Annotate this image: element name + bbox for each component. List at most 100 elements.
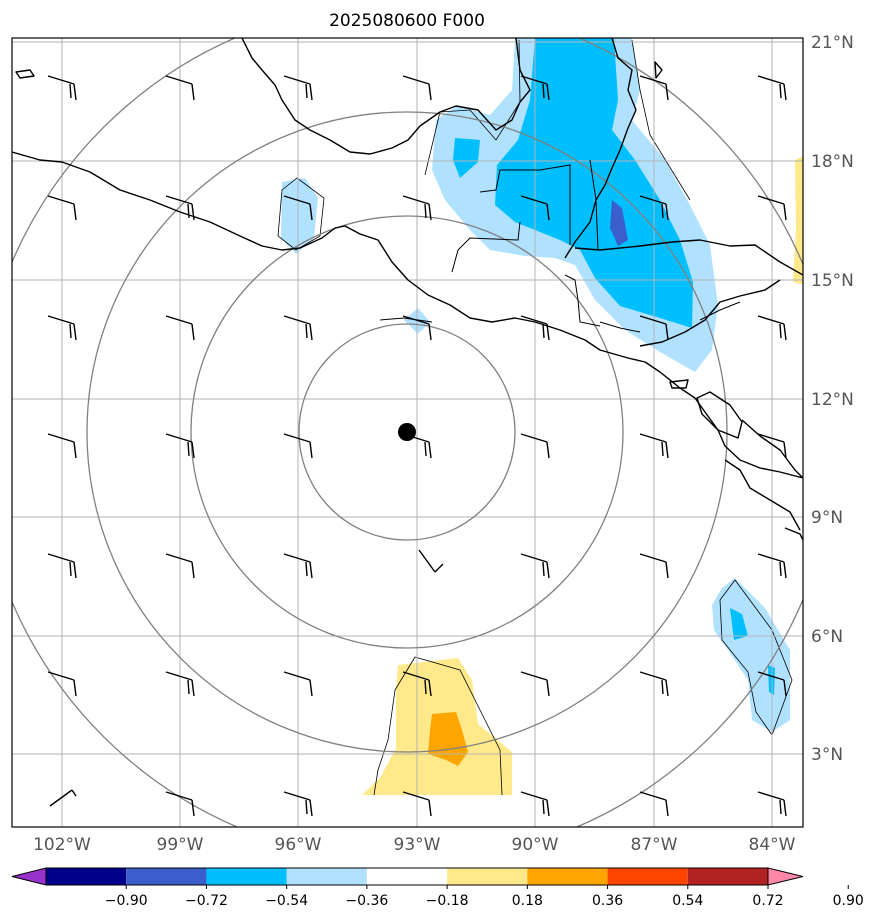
colorbar-swatch (46, 868, 127, 885)
wind-barb (402, 671, 432, 697)
anomaly-patch-gulf-mid (495, 38, 693, 328)
wind-barb (402, 75, 432, 101)
nicaragua-lake-line (696, 391, 743, 439)
wind-barb (757, 75, 787, 101)
colorbar-swatch (286, 868, 367, 885)
colorbar-swatch (607, 868, 688, 885)
wind-barb (757, 195, 787, 221)
wind-barb (47, 75, 77, 101)
wind-barb (757, 315, 787, 341)
wind-barb (47, 671, 77, 697)
lat-label-21n: 21°N (811, 33, 854, 53)
wind-barb (639, 553, 669, 579)
map-title: 2025080600 F000 (329, 11, 485, 31)
anomaly-patch-gulf-small (453, 138, 480, 178)
lon-label-93w: 93°W (394, 835, 441, 855)
wind-barb (283, 195, 313, 221)
country-borders (344, 159, 741, 333)
colorbar-tick-label: 0.72 (752, 893, 783, 909)
wind-barb (402, 195, 432, 221)
colorbar-extend-low (11, 867, 47, 886)
wind-barb (639, 671, 669, 697)
range-ring-1 (298, 323, 516, 541)
colorbar-swatch (126, 868, 207, 885)
wind-barb (283, 315, 313, 341)
range-ring-2 (190, 215, 624, 649)
coastlines (12, 38, 803, 541)
latitude-labels: 21°N 18°N 15°N 12°N 9°N 6°N 3°N (811, 33, 854, 765)
wind-barb (757, 671, 787, 697)
wind-barb (402, 791, 432, 817)
wind-barb (49, 789, 77, 807)
colorbar-tick-label: −0.54 (265, 893, 308, 909)
wind-barb (47, 315, 77, 341)
lon-label-96w: 96°W (275, 835, 322, 855)
lat-label-6n: 6°N (811, 627, 843, 647)
wind-barb (165, 433, 195, 459)
colorbar-swatch (366, 868, 448, 885)
storm-center-marker (398, 423, 416, 441)
wind-barb (520, 671, 550, 697)
range-rings (12, 38, 803, 827)
lat-label-15n: 15°N (811, 271, 854, 291)
colorbar-swatch (447, 868, 528, 885)
colorbar-tick-label: −0.90 (105, 893, 148, 909)
colorbar-tick-label: −0.36 (345, 893, 388, 909)
anomaly-patch-westmex (281, 178, 318, 254)
lat-label-9n: 9°N (811, 508, 843, 528)
colorbar: −0.90 −0.72 −0.54 −0.36 −0.18 0.18 0.36 0.54 0.7… (11, 867, 864, 909)
anomaly-contour-lines (277, 39, 793, 796)
wind-barb (520, 195, 550, 221)
gulf-coast-line (241, 38, 531, 155)
central-america-coast-line (639, 279, 781, 347)
colorbar-tick-label: 0.90 (833, 893, 864, 909)
yucatan-coast-line (564, 38, 637, 259)
wind-barb (520, 315, 550, 341)
caribbean-coast-line (574, 239, 803, 276)
wind-barbs (47, 75, 787, 817)
wind-barb (165, 315, 195, 341)
wind-barb (520, 433, 550, 459)
island-1 (15, 69, 35, 79)
wind-barb (639, 315, 669, 341)
wind-barb (520, 75, 550, 101)
island-2 (654, 61, 663, 79)
wind-barb (520, 553, 550, 579)
wind-barb (283, 75, 313, 101)
range-ring-3 (86, 111, 728, 753)
wind-barb (283, 791, 313, 817)
colorbar-tick-label: 0.36 (592, 893, 623, 909)
wind-barb (165, 553, 195, 579)
island-3 (669, 379, 689, 389)
pacific-coast-line (12, 151, 803, 479)
wind-barb (165, 75, 195, 101)
lon-label-102w: 102°W (33, 835, 91, 855)
lon-label-99w: 99°W (157, 835, 204, 855)
wind-barb (639, 433, 669, 459)
anomaly-patch-east-mid (730, 608, 748, 640)
wind-barb (47, 433, 77, 459)
colorbar-tick-label: −0.18 (426, 893, 469, 909)
colorbar-tick-label: 0.18 (512, 893, 543, 909)
anomaly-fill-layer (281, 38, 803, 795)
wind-barb (47, 195, 77, 221)
wind-barb (639, 195, 669, 221)
wind-barb (639, 791, 669, 817)
east-coast-fragment (784, 527, 803, 541)
lon-label-90w: 90°W (512, 835, 559, 855)
wind-barb (165, 671, 195, 697)
wind-barb (757, 553, 787, 579)
colorbar-swatch (687, 868, 768, 885)
lat-label-12n: 12°N (811, 390, 854, 410)
wind-barb (639, 75, 669, 101)
colorbar-frame (45, 867, 769, 886)
wind-barb (47, 553, 77, 579)
wind-barb (165, 791, 195, 817)
wind-barb (757, 433, 787, 459)
colorbar-extend-high (767, 867, 804, 886)
anomaly-patch-gulf-core (610, 200, 628, 246)
wind-barb (165, 195, 195, 221)
colorbar-tick-label: −0.72 (185, 893, 228, 909)
colorbar-swatch (527, 868, 608, 885)
